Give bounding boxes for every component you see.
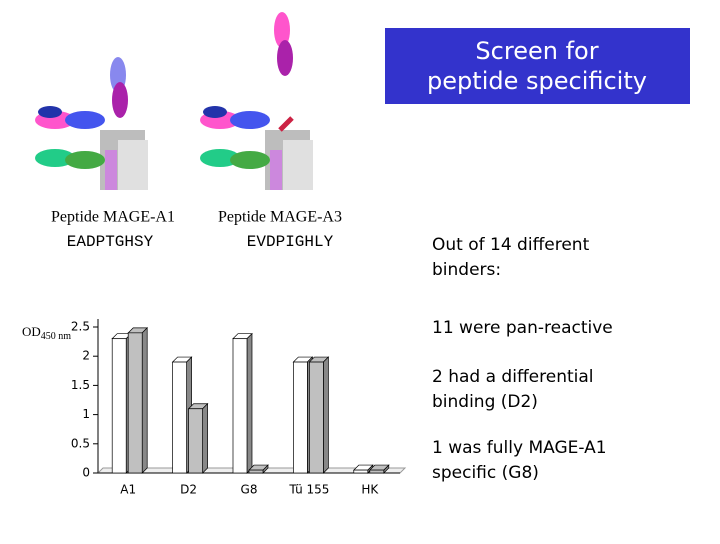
y-tick-label: 1.5 xyxy=(71,378,90,392)
bar xyxy=(127,326,149,474)
title-box xyxy=(385,28,690,104)
y-axis-label: OD450 nm xyxy=(22,324,71,342)
bar xyxy=(187,402,209,474)
peptide-sequence: EVDPIGHLY xyxy=(247,233,334,251)
molecule-illustration xyxy=(35,12,313,190)
bar xyxy=(352,464,374,474)
bar-side xyxy=(202,402,208,474)
x-tick-label: G8 xyxy=(241,483,258,497)
x-tick-label: D2 xyxy=(180,483,197,497)
peptide-sequence: EADPTGHSY xyxy=(67,233,154,251)
y-tick-label: 2 xyxy=(82,349,90,363)
y-tick-label: 0 xyxy=(82,466,90,480)
bar-front xyxy=(188,408,203,474)
bar-front xyxy=(369,469,385,474)
bar-front xyxy=(309,361,324,474)
note: Out of 14 different binders: xyxy=(432,235,590,280)
y-axis-label-sub: 450 nm xyxy=(41,331,72,342)
bar-front xyxy=(172,361,187,474)
notes: Out of 14 different binders: 11 were pan-r… xyxy=(432,235,613,483)
bar-side xyxy=(246,332,253,474)
y-axis-label-main: OD xyxy=(22,324,41,339)
bar xyxy=(368,464,390,474)
y-tick-label: 0.5 xyxy=(71,436,90,450)
bar-front xyxy=(293,361,308,474)
bar-side xyxy=(323,356,329,474)
peptide-name: Peptide MAGE-A3 xyxy=(218,209,342,226)
bar-front xyxy=(127,332,143,474)
title: Screen for peptide specificity xyxy=(427,37,647,95)
note: 1 was fully MAGE-A1 specific (G8) xyxy=(432,438,607,483)
x-tick-label: HK xyxy=(361,483,379,497)
bar xyxy=(232,332,253,474)
bar-front xyxy=(232,338,248,474)
y-tick-label: 2.5 xyxy=(71,320,90,334)
x-tick-label: A1 xyxy=(120,483,136,497)
y-tick-label: 1 xyxy=(82,407,90,421)
bar xyxy=(308,356,330,474)
bar-front xyxy=(353,469,369,474)
bar xyxy=(248,464,269,474)
x-tick-label: Tü 155 xyxy=(288,483,329,497)
bar-side xyxy=(141,326,148,474)
note: 2 had a differential binding (D2) xyxy=(432,367,594,412)
bar-front xyxy=(248,469,264,474)
note: 11 were pan-reactive xyxy=(432,318,613,338)
bar-front xyxy=(111,338,127,474)
peptide-name: Peptide MAGE-A1 xyxy=(51,209,175,226)
